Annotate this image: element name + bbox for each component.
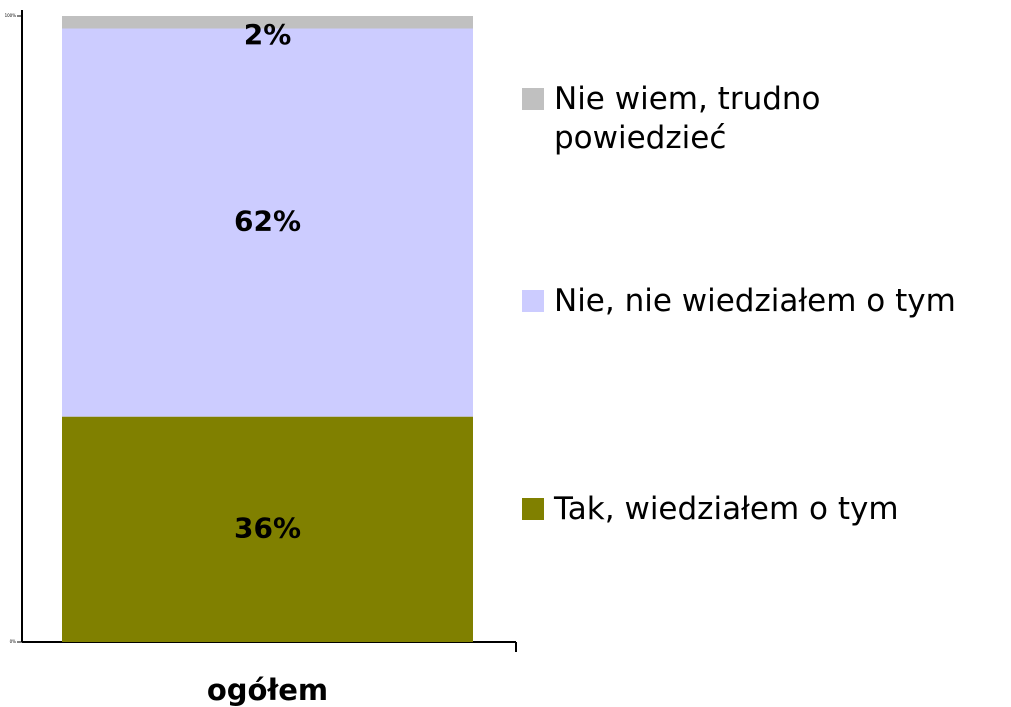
bar-segment (62, 28, 473, 417)
legend-swatch (522, 88, 544, 110)
legend-label: Nie wiem, trudno powiedzieć (554, 81, 821, 156)
data-label: 36% (234, 511, 301, 544)
x-tick-label: ogółem (207, 673, 328, 707)
y-tick-label: 0% (10, 639, 17, 644)
data-label: 62% (234, 205, 301, 238)
legend-swatch (522, 498, 544, 520)
y-tick-label: 100% (5, 13, 17, 18)
legend-swatch (522, 290, 544, 312)
legend-label: Tak, wiedziałem o tym (554, 491, 899, 527)
legend-label: Nie, nie wiedziałem o tym (554, 283, 956, 319)
bar-segment (62, 16, 473, 29)
legend-item: Nie wiem, trudno powiedzieć (522, 80, 854, 158)
legend-item: Nie, nie wiedziałem o tym (522, 282, 956, 321)
data-label: 2% (244, 18, 292, 51)
legend-item: Tak, wiedziałem o tym (522, 490, 899, 529)
bar-segment (62, 416, 473, 642)
